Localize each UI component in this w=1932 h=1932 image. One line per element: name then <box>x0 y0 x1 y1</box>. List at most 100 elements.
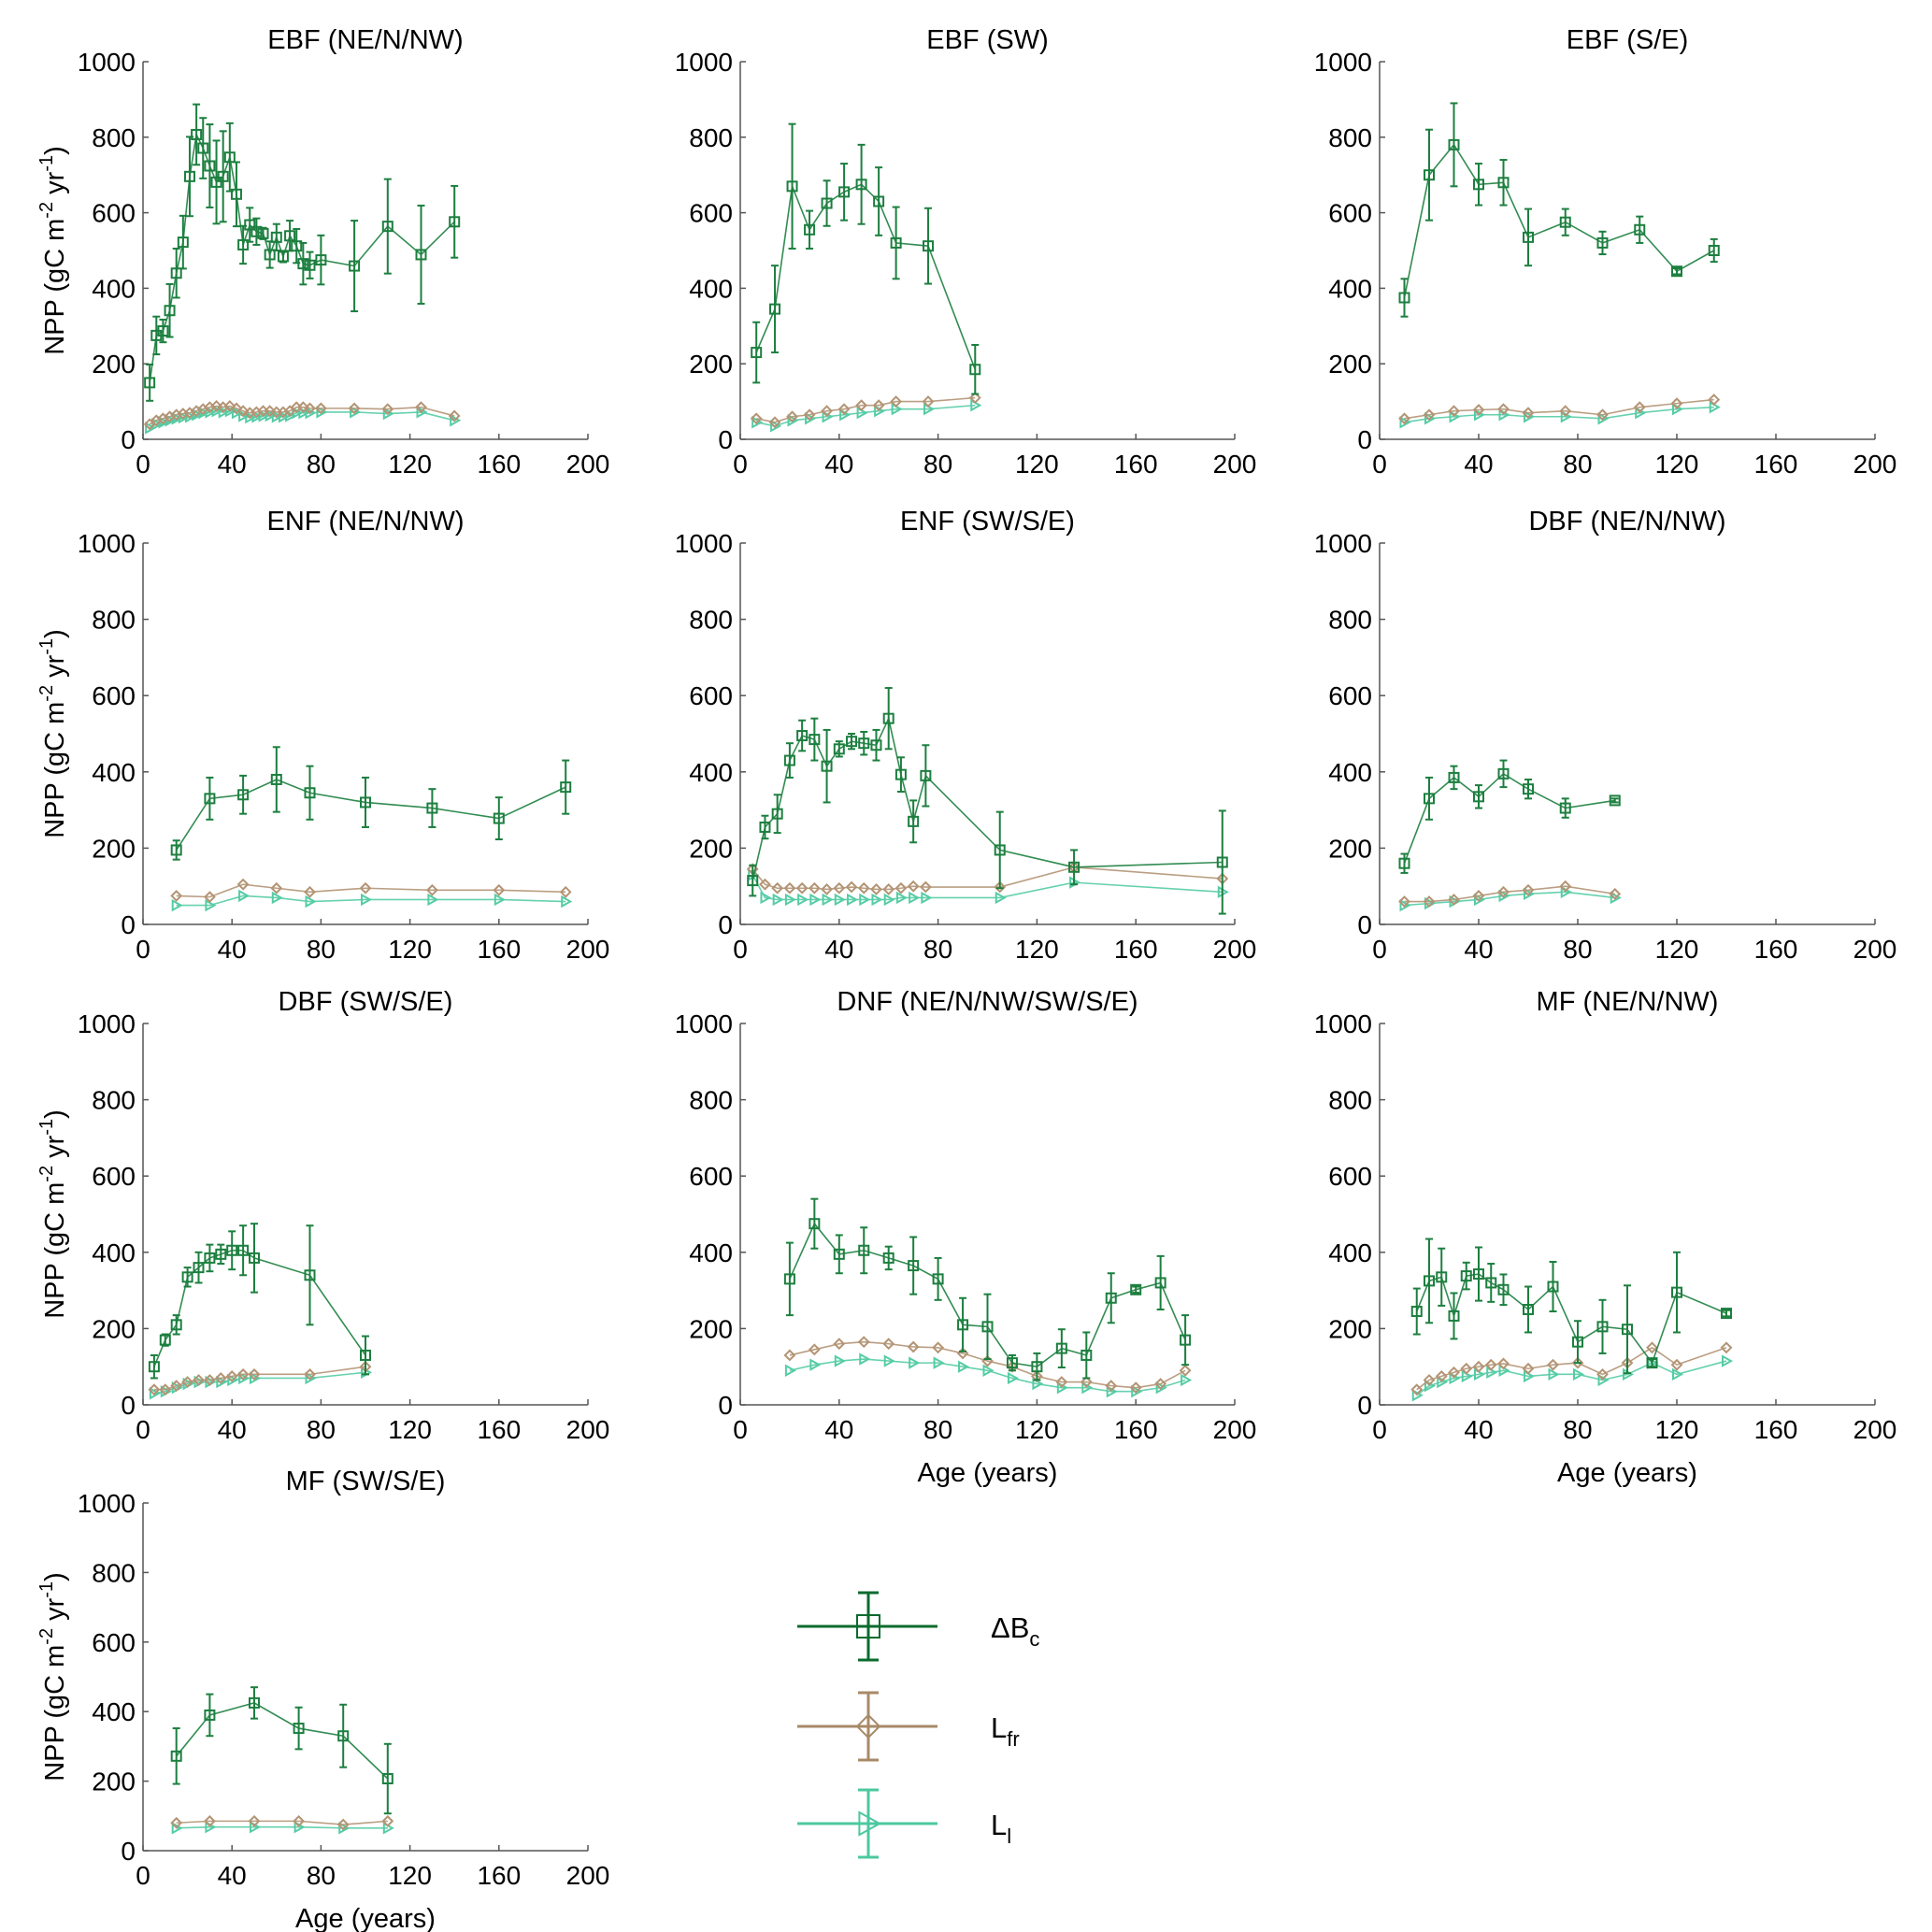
data-point <box>1671 265 1682 278</box>
data-point <box>751 347 763 359</box>
data-point <box>857 1336 870 1349</box>
y-tick-label: 800 <box>1328 1086 1372 1115</box>
x-tick-label: 120 <box>388 1415 432 1444</box>
data-point <box>1524 887 1536 901</box>
x-tick-label: 80 <box>1563 1415 1592 1444</box>
x-tick-label: 200 <box>566 935 610 964</box>
data-point <box>297 258 309 270</box>
data-point <box>1424 169 1435 181</box>
y-tick-label: 200 <box>689 834 733 863</box>
series-line <box>1416 1346 1727 1391</box>
subplot-title: MF (SW/S/E) <box>286 1467 446 1496</box>
data-point <box>1596 1321 1609 1333</box>
data-point <box>250 1371 262 1385</box>
legend-entry: Ll <box>797 1788 1011 1859</box>
data-point <box>315 254 327 266</box>
series-line <box>756 396 976 423</box>
data-point <box>151 418 164 431</box>
data-point <box>216 1375 228 1389</box>
subplot-title: DBF (SW/S/E) <box>279 987 453 1017</box>
label-part: NPP (gC m <box>40 1645 70 1782</box>
data-point <box>204 1252 216 1264</box>
data-point <box>204 160 216 172</box>
x-tick-label: 120 <box>1655 935 1699 964</box>
data-point <box>170 889 183 902</box>
subplot-title: EBF (S/E) <box>1567 25 1689 55</box>
data-point <box>284 230 296 242</box>
x-tick-label: 0 <box>733 1415 748 1444</box>
data-point <box>809 893 822 907</box>
x-tick-label: 160 <box>1754 1415 1798 1444</box>
series-line <box>176 1825 388 1829</box>
y-tick-label: 400 <box>1328 274 1372 303</box>
data-point <box>217 170 229 182</box>
y-tick-label: 0 <box>1357 425 1372 454</box>
x-tick-label: 120 <box>1015 1415 1059 1444</box>
x-tick-label: 40 <box>1464 935 1493 964</box>
data-point <box>890 395 903 408</box>
data-point <box>833 743 845 755</box>
data-point <box>1485 1277 1497 1289</box>
data-point <box>238 409 250 422</box>
data-point <box>237 1244 250 1256</box>
y-tick-label: 1000 <box>1314 48 1372 77</box>
data-point <box>381 1772 394 1784</box>
label-part: ) <box>40 629 70 638</box>
data-point <box>883 1354 895 1367</box>
data-point <box>305 894 317 909</box>
x-tick-label: 200 <box>1213 1415 1257 1444</box>
data-point <box>919 880 932 894</box>
x-tick-label: 80 <box>1563 935 1592 964</box>
data-point <box>314 402 327 415</box>
data-point <box>1722 1354 1734 1367</box>
data-point <box>870 883 882 895</box>
data-point <box>245 410 257 424</box>
data-point <box>1721 1308 1732 1320</box>
y-tick-label: 200 <box>1328 1314 1372 1343</box>
data-point <box>381 1814 394 1827</box>
data-point <box>1708 245 1720 256</box>
data-point <box>291 240 303 252</box>
data-point <box>908 1260 920 1272</box>
data-point <box>249 1252 260 1264</box>
x-tick-label: 160 <box>1114 450 1158 479</box>
data-point <box>1609 794 1621 807</box>
legend-label: Ll <box>991 1809 1011 1848</box>
y-tick-label: 600 <box>689 1162 733 1191</box>
data-point <box>837 403 851 416</box>
y-tick-label: 400 <box>92 1697 136 1726</box>
data-point <box>304 259 316 271</box>
series-line <box>755 183 977 370</box>
x-tick-label: 200 <box>1853 450 1897 479</box>
subplot: ENF (SW/S/E) 0 40 80 120 160 200 0 200 400 600 800 1… <box>675 507 1257 964</box>
x-tick-label: 0 <box>1372 935 1387 964</box>
x-tick-label: 80 <box>923 450 952 479</box>
data-point <box>144 377 156 389</box>
data-point <box>1596 236 1609 249</box>
data-point <box>797 893 809 907</box>
superscript: -2 <box>36 1628 57 1645</box>
y-tick-label: 0 <box>718 425 733 454</box>
data-point <box>450 414 462 427</box>
data-point <box>821 883 833 895</box>
x-tick-label: 160 <box>1754 935 1798 964</box>
data-point <box>285 409 297 422</box>
x-tick-label: 120 <box>1015 935 1059 964</box>
data-point <box>873 195 885 208</box>
data-point <box>159 1334 171 1346</box>
data-point <box>230 188 242 200</box>
data-point <box>426 802 438 814</box>
x-tick-label: 40 <box>824 450 853 479</box>
data-point <box>750 412 763 425</box>
data-point <box>1633 401 1646 414</box>
data-point <box>270 231 282 243</box>
data-point <box>449 216 461 228</box>
series-line <box>1403 772 1615 865</box>
data-point <box>1472 404 1485 416</box>
data-point <box>882 1338 895 1351</box>
data-point <box>747 875 759 887</box>
x-tick-label: 200 <box>1853 1415 1897 1444</box>
y-tick-label: 600 <box>92 1628 136 1657</box>
y-tick-label: 1000 <box>1314 1009 1372 1038</box>
